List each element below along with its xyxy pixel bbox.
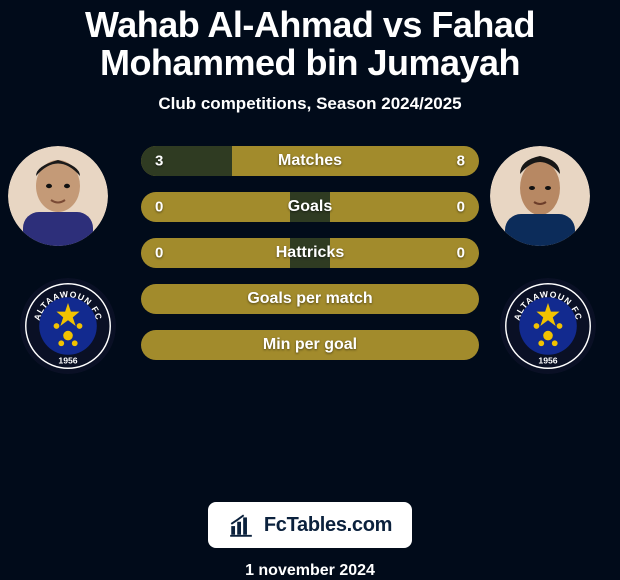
stat-left-value: 0 xyxy=(155,244,163,261)
stat-bar-hattricks: Hattricks0 0 xyxy=(141,238,479,268)
stat-bar-matches: Matches3 8 xyxy=(141,146,479,176)
player-left-avatar xyxy=(8,146,108,246)
person-icon xyxy=(8,146,108,246)
club-right-badge: ALTAAWOUN FC 1956 xyxy=(500,278,596,374)
bar-chart-icon xyxy=(228,512,254,538)
comparison-arena: ALTAAWOUN FC 1956 ALTAAWOUN FC 1956 xyxy=(0,136,620,502)
stat-left-value: 0 xyxy=(155,198,163,215)
stat-right-value: 0 xyxy=(457,244,465,261)
stat-right-value: 0 xyxy=(457,198,465,215)
club-right-year: 1956 xyxy=(538,355,557,365)
stat-bar-label: Matches xyxy=(141,152,479,170)
stat-right-value: 8 xyxy=(457,152,465,169)
stat-bar-goals-per-match: Goals per match xyxy=(141,284,479,314)
branding-strip: FcTables.com xyxy=(208,502,412,548)
club-left-badge: ALTAAWOUN FC 1956 xyxy=(20,278,116,374)
stat-bar-label: Goals xyxy=(141,198,479,216)
stat-bar-label: Goals per match xyxy=(141,290,479,308)
stat-left-value: 3 xyxy=(155,152,163,169)
branding-text: FcTables.com xyxy=(264,514,392,537)
page-subtitle: Club competitions, Season 2024/2025 xyxy=(158,94,461,114)
page-title: Wahab Al-Ahmad vs Fahad Mohammed bin Jum… xyxy=(0,6,620,82)
stat-bar-label: Min per goal xyxy=(141,336,479,354)
person-icon xyxy=(490,146,590,246)
footer-date: 1 november 2024 xyxy=(245,562,375,580)
stat-bar-min-per-goal: Min per goal xyxy=(141,330,479,360)
stat-bar-goals: Goals0 0 xyxy=(141,192,479,222)
stat-bars: Matches38Goals00Hattricks00Goals per mat… xyxy=(141,146,479,360)
club-left-year: 1956 xyxy=(58,355,77,365)
player-right-avatar xyxy=(490,146,590,246)
stat-bar-label: Hattricks xyxy=(141,244,479,262)
club-crest-icon: ALTAAWOUN FC 1956 xyxy=(20,278,116,374)
club-crest-icon: ALTAAWOUN FC 1956 xyxy=(500,278,596,374)
